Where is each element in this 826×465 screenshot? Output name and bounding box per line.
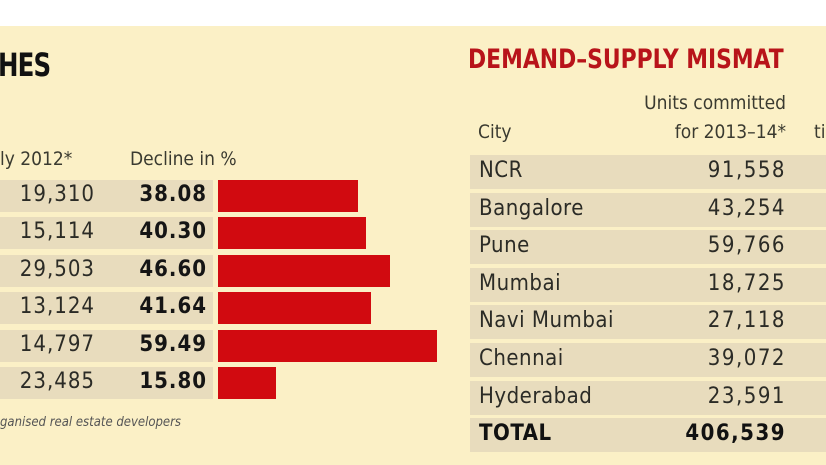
decline-label: 59.49	[139, 331, 207, 357]
decline-label: 46.60	[139, 256, 207, 282]
decline-label: 15.80	[139, 369, 207, 394]
decline-bar	[218, 217, 367, 250]
decline-label: 41.64	[139, 294, 207, 320]
july-2012-value: 13,124	[19, 294, 95, 320]
chart-row: 15,114 40.30	[0, 217, 213, 250]
decline-bar	[218, 367, 277, 399]
july-2012-value: 23,485	[19, 369, 95, 394]
table-row: Bangalore 43,254	[470, 192, 826, 227]
table-row: Pune 59,766	[470, 230, 826, 265]
units-value: 23,591	[707, 383, 786, 409]
chart-row: 19,310 38.08	[0, 180, 213, 212]
units-value: 43,254	[707, 195, 786, 221]
col-units-header-line1: Units committed	[644, 92, 786, 114]
chart-row: 13,124 41.64	[0, 292, 213, 325]
units-value: 91,558	[707, 158, 786, 183]
units-value: 18,725	[707, 270, 786, 296]
total-value: 406,539	[685, 421, 786, 447]
table-row: Navi Mumbai 27,118	[470, 305, 826, 340]
units-value: 39,072	[707, 346, 786, 371]
july-2012-value: 29,503	[19, 256, 95, 282]
july-2012-value: 15,114	[19, 219, 95, 245]
table-row: Chennai 39,072	[470, 343, 826, 377]
units-value: 27,118	[707, 308, 786, 334]
city-name: Mumbai	[479, 270, 562, 296]
decline-bar	[218, 254, 390, 287]
left-chart-title: HES	[0, 46, 51, 84]
units-value: 59,766	[707, 233, 786, 259]
city-name: Chennai	[479, 346, 564, 371]
decline-label: 40.30	[139, 219, 207, 245]
decline-bar	[218, 180, 359, 212]
city-name: Hyderabad	[479, 383, 593, 409]
col-july-2012-header: ly 2012*	[0, 148, 73, 170]
total-row: TOTAL 406,539	[470, 418, 826, 453]
july-2012-value: 19,310	[19, 182, 95, 207]
city-name: Bangalore	[479, 195, 584, 221]
col3-header-fragment: ti	[814, 121, 826, 143]
table-row: Mumbai 18,725	[470, 267, 826, 302]
chart-row: 23,485 15.80	[0, 367, 213, 399]
chart-row: 14,797 59.49	[0, 329, 213, 362]
total-label: TOTAL	[479, 421, 552, 447]
col-units-header-line2: for 2013–14*	[674, 121, 786, 143]
july-2012-value: 14,797	[19, 331, 95, 357]
table-row: Hyderabad 23,591	[470, 380, 826, 415]
decline-bar	[218, 292, 372, 325]
city-name: Pune	[479, 233, 530, 259]
right-table-title: DEMAND–SUPPLY MISMAT	[468, 44, 784, 75]
decline-label: 38.08	[139, 182, 207, 207]
col-city-header: City	[478, 121, 512, 143]
city-name: Navi Mumbai	[479, 308, 615, 334]
city-name: NCR	[479, 158, 523, 183]
col-decline-header: Decline in %	[130, 148, 237, 170]
footnote: ganised real estate developers	[0, 415, 182, 430]
decline-bar	[218, 329, 438, 362]
chart-row: 29,503 46.60	[0, 254, 213, 287]
table-row: NCR 91,558	[470, 155, 826, 189]
